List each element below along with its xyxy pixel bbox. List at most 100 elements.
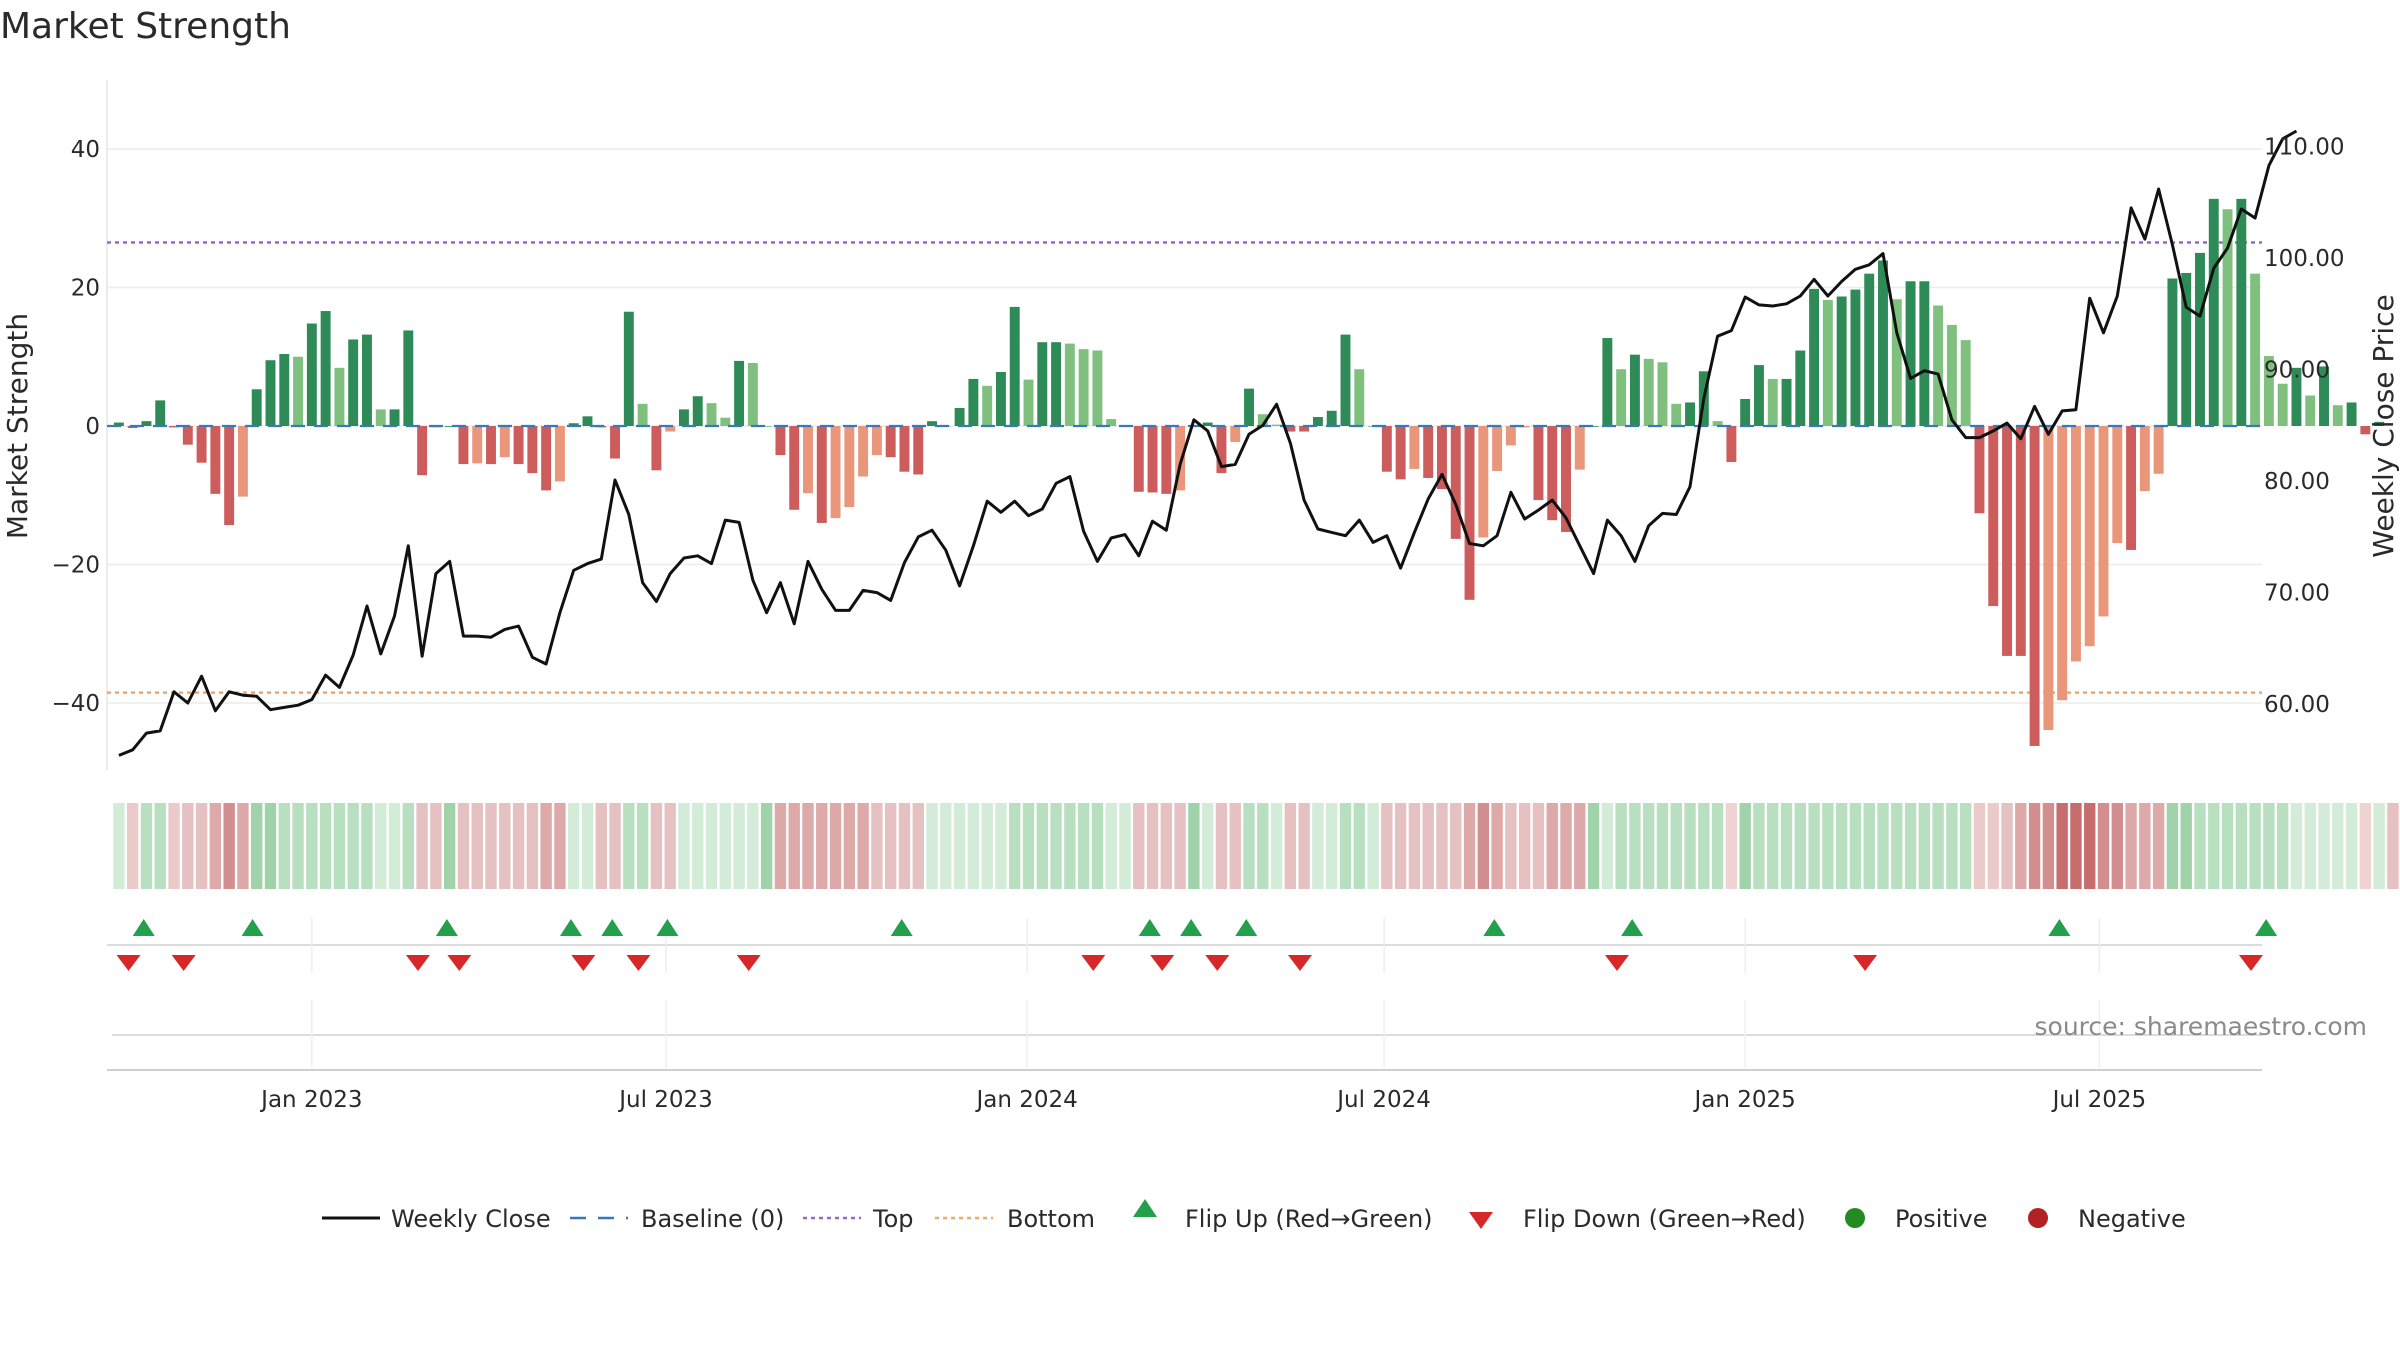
strength-bar: [1588, 426, 1599, 427]
source-credit: source: sharemaestro.com: [2035, 1012, 2368, 1041]
strength-bar: [2305, 395, 2316, 426]
strength-bar: [2139, 426, 2150, 492]
strength-bar: [2167, 278, 2178, 426]
strip-cell: [237, 803, 249, 889]
legend-swatch-flip-up: [1133, 1199, 1157, 1217]
strength-bar: [155, 400, 166, 426]
strength-bar: [899, 426, 910, 472]
strength-bar: [2112, 426, 2123, 544]
strength-bar: [1106, 419, 1117, 426]
strip-cell: [1946, 803, 1958, 889]
strength-bar: [182, 426, 193, 445]
strength-bar: [1216, 426, 1227, 474]
strip-cell: [1698, 803, 1710, 889]
x-tick-label: Jan 2023: [259, 1087, 362, 1113]
strip-cell: [457, 803, 470, 889]
strip-cell: [1794, 803, 1806, 889]
strip-cell: [540, 803, 552, 889]
y2-axis-label: Weekly Close Price: [2367, 294, 2400, 557]
strength-bar: [816, 426, 827, 523]
strength-bar: [1381, 426, 1392, 472]
flip-down-marker: [2238, 955, 2263, 971]
bottom-panel: [107, 1000, 2262, 1071]
y-tick-label: 0: [85, 414, 100, 440]
strength-bar: [610, 426, 621, 459]
strip-cell: [609, 803, 621, 889]
strength-bar: [1519, 426, 1530, 428]
strength-heat-strip: [113, 803, 2399, 889]
strip-cell: [264, 803, 277, 889]
strength-bar: [541, 426, 552, 491]
x-tick-label: Jan 2024: [974, 1087, 1077, 1113]
strip-cell: [2152, 803, 2165, 889]
strip-cell: [333, 803, 346, 889]
strip-cell: [126, 803, 139, 889]
strip-cell: [182, 803, 194, 889]
strength-bar: [2098, 426, 2109, 617]
legend-swatch-positive: [1845, 1208, 1865, 1228]
strength-bar: [1423, 426, 1434, 478]
flip-down-marker: [116, 955, 141, 971]
strength-bar: [2181, 272, 2192, 426]
strength-bar: [1988, 426, 1999, 607]
strip-cell: [733, 803, 745, 889]
reference-lines: [107, 241, 2262, 694]
strength-bar: [141, 421, 152, 426]
strip-cell: [2263, 803, 2275, 889]
strength-bar: [2057, 426, 2068, 701]
strip-cell: [1201, 803, 1214, 889]
strip-cell: [1587, 803, 1600, 889]
strip-cell: [705, 803, 718, 889]
strength-bar: [2222, 209, 2233, 426]
strip-cell: [113, 803, 125, 889]
strength-bar: [1850, 289, 1861, 426]
y-tick-label: 20: [71, 276, 100, 302]
strength-bar: [2360, 426, 2371, 435]
strip-cell: [2359, 803, 2372, 889]
flip-up-marker: [241, 919, 264, 936]
strength-bar: [306, 323, 317, 426]
strength-bar: [1257, 414, 1268, 426]
flip-down-marker: [1853, 955, 1878, 971]
strength-bar: [1175, 426, 1186, 491]
strength-bar: [1809, 288, 1820, 426]
strip-cell: [953, 803, 966, 889]
strip-cell: [1270, 803, 1283, 889]
strip-cell: [2221, 803, 2234, 889]
strength-bar: [2070, 426, 2081, 662]
legend-label: Baseline (0): [641, 1205, 784, 1233]
strip-cell: [2084, 803, 2096, 889]
strip-cell: [1243, 803, 1255, 889]
strip-cell: [747, 803, 759, 889]
y-axis-label: Market Strength: [1, 313, 34, 539]
flip-down-marker: [171, 955, 196, 971]
strength-bar: [1464, 426, 1475, 600]
legend-label: Bottom: [1007, 1205, 1095, 1233]
strip-cell: [251, 803, 263, 889]
strength-bar: [2195, 252, 2205, 426]
strength-bar: [1409, 426, 1420, 469]
strip-cell: [1022, 803, 1035, 889]
strength-bar: [954, 407, 965, 426]
strip-cell: [2056, 803, 2068, 889]
strip-cell: [1160, 803, 1173, 889]
strip-cell: [1725, 803, 1738, 889]
strength-bar: [2208, 198, 2219, 426]
strip-cell: [209, 803, 222, 889]
strip-cell: [2208, 803, 2220, 889]
strip-cell: [1560, 803, 1572, 889]
strength-bar: [830, 426, 841, 519]
y2-tick-label: 70.00: [2264, 581, 2330, 607]
strength-bar: [1616, 369, 1627, 426]
strength-bar: [1561, 426, 1571, 532]
strip-cell: [857, 803, 869, 889]
strength-bar: [1271, 424, 1282, 426]
strip-cell: [816, 803, 828, 889]
strip-cell: [1932, 803, 1944, 889]
flip-up-marker: [1180, 919, 1203, 936]
strip-cell: [1629, 803, 1641, 889]
strip-cell: [2015, 803, 2027, 889]
strip-cell: [1050, 803, 1062, 889]
flip-up-marker: [2255, 919, 2278, 936]
strength-bar: [1051, 342, 1062, 426]
